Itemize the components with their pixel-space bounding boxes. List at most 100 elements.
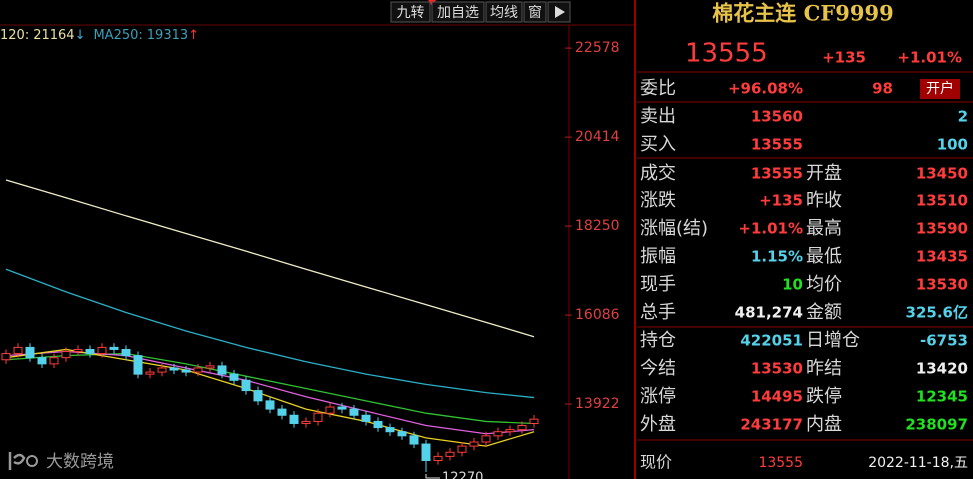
row-value: -6753	[920, 332, 968, 350]
candle-body	[73, 348, 83, 353]
row-value: 13450	[916, 165, 968, 183]
toolbar-button[interactable]	[485, 1, 523, 23]
legend-value: 21164	[33, 28, 74, 43]
row-label: 开盘	[806, 163, 842, 184]
row-value: 13420	[916, 360, 968, 378]
candle-body	[421, 443, 431, 461]
row-label: 现手	[640, 274, 676, 295]
change: +135	[822, 49, 866, 67]
row-label: 跌停	[806, 386, 842, 407]
toolbar-button[interactable]	[431, 1, 485, 23]
candle-body	[253, 390, 263, 402]
candle-body	[289, 414, 299, 424]
row-label: 涨跌	[640, 190, 676, 211]
row-label: 买入	[640, 134, 676, 155]
low-label: 12270	[442, 471, 483, 479]
row-label: 涨停	[640, 386, 676, 407]
row-value: 13555	[751, 165, 803, 183]
row-value: 422051	[740, 332, 803, 350]
legend-entry: MA250: 19313↑	[93, 28, 199, 43]
y-tick-label: 22578	[575, 40, 620, 56]
row-label: 成交	[640, 163, 676, 184]
row-label: 昨结	[806, 358, 842, 379]
ma-line	[5, 348, 535, 447]
row-value: 100	[937, 136, 968, 154]
low-pointer	[425, 474, 440, 479]
toolbar-label: 均线	[490, 5, 518, 21]
row-value: 243177	[740, 416, 803, 434]
row-value: 13530	[916, 276, 968, 294]
row-label: 持仓	[640, 330, 676, 351]
candle-body	[457, 445, 467, 453]
candle-body	[205, 365, 215, 369]
candle-body	[325, 406, 335, 414]
candle-body	[97, 346, 107, 355]
legend-label: 120:	[0, 28, 29, 43]
row-label: 内盘	[806, 414, 842, 435]
candle-body	[277, 408, 287, 416]
row-label: 卖出	[640, 106, 676, 127]
watermark: 大数跨境	[8, 452, 114, 472]
row-label: 总手	[640, 302, 676, 323]
toolbar-label: 窗	[528, 4, 542, 21]
footer-label: 现价	[640, 453, 672, 472]
candle-body	[49, 357, 59, 365]
row-label: 外盘	[640, 414, 676, 435]
row-label: 今结	[640, 358, 676, 379]
candle-body	[313, 412, 323, 422]
row-label: 涨幅(结)	[640, 218, 708, 239]
candle-body	[181, 369, 191, 373]
candle-body	[397, 431, 407, 437]
candle-body	[157, 367, 167, 373]
candle-body	[517, 425, 527, 431]
candle-body	[349, 408, 359, 416]
row-value: 13555	[751, 136, 803, 154]
row-value: 13530	[751, 360, 803, 378]
legend-label: MA250:	[93, 28, 142, 43]
open-account-button[interactable]	[920, 79, 960, 99]
price: 13555	[685, 39, 768, 69]
row-value: 1.15%	[751, 248, 803, 266]
row-value: 10	[782, 276, 803, 294]
candle-body	[373, 420, 383, 429]
candle-body	[409, 435, 419, 445]
toolbar-button[interactable]	[390, 1, 431, 23]
candle-body	[145, 371, 155, 375]
candle-body	[1, 353, 11, 361]
candle-body	[169, 367, 179, 371]
row-value: 13560	[751, 108, 803, 126]
candle-body	[301, 420, 311, 424]
footer-price: 13555	[758, 455, 803, 471]
candle-body	[25, 346, 35, 359]
row-value: +135	[759, 192, 803, 210]
candle-body	[529, 418, 539, 424]
row-value: 325.6亿	[906, 304, 968, 322]
row-label: 日增仓	[806, 330, 860, 351]
row-value: 13510	[916, 192, 968, 210]
candle-body	[85, 348, 95, 355]
candle-body	[61, 351, 71, 359]
candle-body	[481, 435, 491, 443]
row-label: 昨收	[806, 190, 842, 211]
logo	[8, 452, 26, 470]
y-tick-label: 20414	[575, 129, 620, 145]
candle-body	[109, 346, 119, 350]
row-value: +1.01%	[738, 220, 803, 238]
y-tick-label: 18250	[575, 218, 620, 234]
candle-body	[193, 367, 203, 373]
expand-icon	[555, 6, 565, 18]
footer-date: 2022-11-18,五	[868, 455, 968, 471]
candle-body	[265, 400, 275, 410]
legend-arrow: ↓	[75, 28, 86, 43]
row-label: 委比	[640, 78, 676, 99]
row-value: 481,274	[735, 304, 803, 322]
button-label: 开户	[926, 80, 954, 97]
candle-body	[337, 406, 347, 410]
y-tick-label: 16086	[575, 307, 620, 323]
candle-body	[361, 414, 371, 422]
ma-line	[5, 268, 535, 399]
toolbar-label: 九转	[397, 5, 425, 21]
toolbar-button[interactable]	[523, 1, 547, 23]
